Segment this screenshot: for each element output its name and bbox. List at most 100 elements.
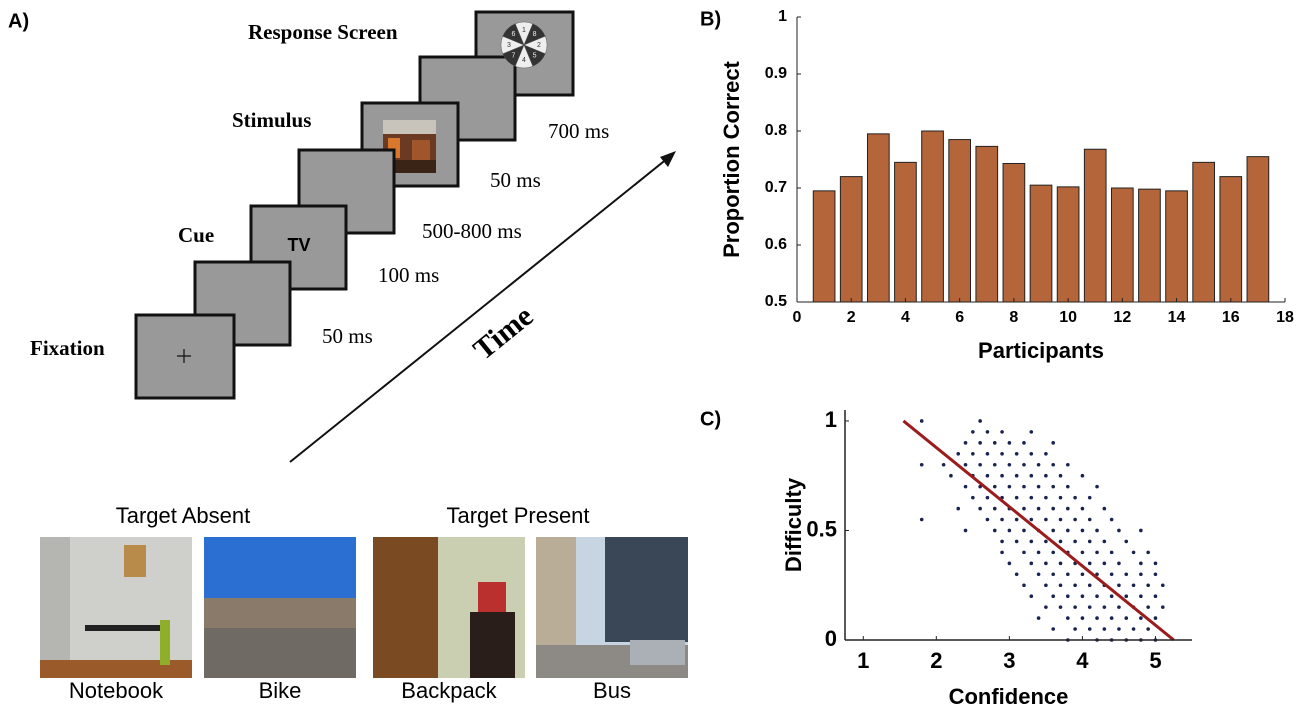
x-tick-label: 6 — [955, 309, 964, 326]
y-tick-label: 0.5 — [806, 516, 837, 541]
point — [1022, 441, 1026, 445]
point — [1132, 627, 1136, 631]
point — [1008, 463, 1012, 467]
point — [1110, 551, 1114, 555]
point — [1081, 529, 1085, 533]
point — [1110, 518, 1114, 522]
point — [1029, 594, 1033, 598]
bar — [1193, 162, 1215, 302]
point — [1124, 594, 1128, 598]
y-tick-label: 1 — [825, 407, 837, 432]
point — [1051, 551, 1055, 555]
point — [956, 507, 960, 511]
example-image — [536, 537, 688, 678]
point — [1000, 452, 1004, 456]
point — [1081, 474, 1085, 478]
point — [942, 463, 946, 467]
point — [1088, 583, 1092, 587]
point — [1103, 562, 1107, 566]
y-tick-label: 0.7 — [765, 179, 787, 196]
group-title: Target Present — [446, 503, 589, 528]
fit-line — [903, 421, 1173, 640]
screen-label: Cue — [178, 223, 214, 247]
point — [986, 496, 990, 500]
point — [1124, 540, 1128, 544]
point — [1146, 551, 1150, 555]
point — [1154, 572, 1158, 576]
image-label: Bus — [593, 678, 631, 703]
point — [1051, 507, 1055, 511]
x-axis-label: Confidence — [949, 684, 1069, 709]
point — [971, 496, 975, 500]
point — [1044, 496, 1048, 500]
x-tick-label: 2 — [847, 309, 856, 326]
point — [993, 529, 997, 533]
bar — [1057, 187, 1079, 302]
point — [1029, 452, 1033, 456]
point — [1051, 627, 1055, 631]
point — [1066, 616, 1070, 620]
point — [978, 419, 982, 423]
point — [1022, 507, 1026, 511]
point — [1117, 627, 1121, 631]
point — [1008, 562, 1012, 566]
point — [1015, 496, 1019, 500]
point — [1044, 518, 1048, 522]
point — [1051, 572, 1055, 576]
point — [1110, 594, 1114, 598]
point — [1051, 529, 1055, 533]
point — [1015, 452, 1019, 456]
bar — [1247, 157, 1269, 302]
point — [1029, 474, 1033, 478]
point — [1029, 540, 1033, 544]
point — [1081, 572, 1085, 576]
y-tick-label: 0.9 — [765, 65, 787, 82]
example-image — [40, 537, 192, 678]
point — [971, 430, 975, 434]
point — [1000, 518, 1004, 522]
figure: A) TV 18254736 Fixation Cue Stimulus Res… — [0, 0, 1309, 710]
point — [1037, 616, 1041, 620]
point — [986, 452, 990, 456]
point — [1088, 605, 1092, 609]
bar — [1166, 191, 1188, 302]
bar — [1139, 189, 1161, 302]
point — [1015, 572, 1019, 576]
point — [986, 518, 990, 522]
point — [1044, 562, 1048, 566]
point — [1066, 594, 1070, 598]
point — [1022, 463, 1026, 467]
y-axis-label: Difficulty — [781, 477, 806, 572]
point — [986, 430, 990, 434]
duration: 50 ms — [322, 324, 373, 348]
point — [1161, 605, 1165, 609]
point — [1044, 605, 1048, 609]
point — [1103, 507, 1107, 511]
y-tick-label: 0.5 — [765, 293, 787, 310]
point — [1059, 496, 1063, 500]
point — [1015, 518, 1019, 522]
point — [1154, 594, 1158, 598]
wheel-label: 7 — [511, 52, 515, 59]
point — [1154, 616, 1158, 620]
point — [920, 419, 924, 423]
point — [1073, 496, 1077, 500]
x-axis-label: Participants — [978, 338, 1104, 363]
point — [1110, 572, 1114, 576]
point — [964, 485, 968, 489]
point — [971, 452, 975, 456]
point — [1022, 529, 1026, 533]
point — [1059, 583, 1063, 587]
point — [1117, 562, 1121, 566]
point — [993, 463, 997, 467]
point — [1008, 441, 1012, 445]
point — [1095, 616, 1099, 620]
point — [1051, 441, 1055, 445]
x-tick-label: 2 — [930, 648, 942, 673]
point — [964, 529, 968, 533]
screen-label: Fixation — [30, 336, 105, 360]
cue-text: TV — [287, 235, 310, 255]
arrow-head — [660, 151, 676, 167]
point — [1146, 627, 1150, 631]
